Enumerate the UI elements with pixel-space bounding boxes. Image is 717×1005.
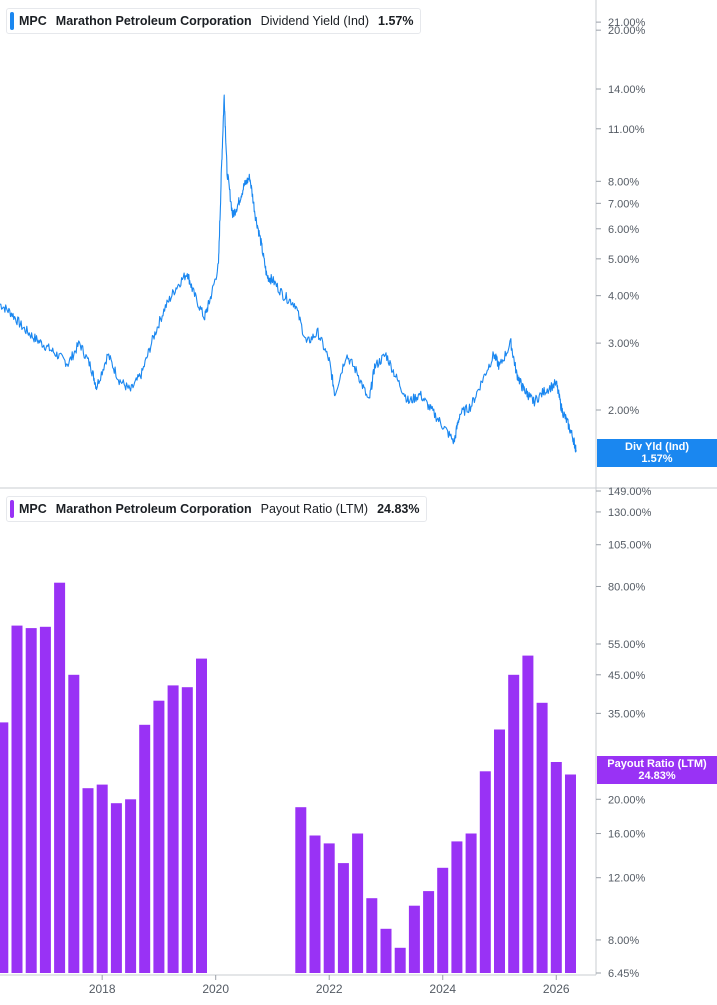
payout-ratio-bar[interactable]: [153, 700, 165, 973]
payout-ratio-bar[interactable]: [167, 685, 179, 973]
yield-tick-label: 5.00%: [608, 254, 639, 266]
payout-ratio-bar[interactable]: [451, 841, 463, 973]
payout-tick-label: 130.00%: [608, 507, 652, 519]
payout-ratio-bar[interactable]: [295, 807, 307, 973]
payout-ratio-bar[interactable]: [139, 724, 151, 973]
top-legend-company: Marathon Petroleum Corporation: [55, 14, 252, 28]
x-tick-label: 2022: [316, 982, 343, 996]
payout-tick-label: 12.00%: [608, 873, 646, 885]
yield-tick-label: 6.00%: [608, 224, 639, 236]
payout-tick-label: 55.00%: [608, 639, 646, 651]
payout-ratio-bar[interactable]: [125, 799, 137, 973]
bottom-legend-swatch: [10, 500, 14, 518]
top-value-badge: Div Yld (Ind) 1.57%: [597, 439, 717, 467]
payout-ratio-plot[interactable]: [0, 582, 576, 974]
payout-ratio-bar[interactable]: [11, 625, 23, 973]
bottom-badge-label: Payout Ratio (LTM): [607, 758, 707, 770]
payout-ratio-bar[interactable]: [437, 867, 449, 973]
payout-ratio-axis: 6.45% 8.00% 12.00% 16.00% 20.00% 35.00% 45.00%…: [596, 486, 652, 980]
top-badge-label: Div Yld (Ind): [625, 441, 689, 453]
dividend-yield-axis: 2.00% 3.00% 4.00% 5.00% 6.00% 7.00% 8.00% 11.00…: [596, 17, 646, 417]
payout-ratio-bar[interactable]: [565, 774, 576, 974]
yield-tick-label: 21.00%: [608, 17, 646, 29]
payout-ratio-bar[interactable]: [352, 833, 364, 974]
payout-ratio-bar[interactable]: [181, 687, 193, 973]
yield-tick-label: 2.00%: [608, 405, 639, 417]
payout-ratio-bar[interactable]: [550, 762, 562, 973]
yield-tick-label: 8.00%: [608, 176, 639, 188]
payout-tick-label: 80.00%: [608, 581, 646, 593]
payout-ratio-bar[interactable]: [39, 626, 51, 973]
bottom-legend-ticker: MPC: [19, 502, 47, 516]
payout-ratio-bar[interactable]: [337, 863, 349, 973]
bottom-badge-value: 24.83%: [638, 770, 676, 782]
payout-ratio-bar[interactable]: [54, 582, 66, 973]
payout-ratio-bar[interactable]: [96, 784, 108, 973]
payout-ratio-bar[interactable]: [25, 628, 37, 973]
payout-ratio-bar[interactable]: [522, 655, 534, 973]
top-legend-ticker: MPC: [19, 14, 47, 28]
yield-tick-label: 11.00%: [608, 124, 645, 136]
payout-ratio-bar[interactable]: [110, 803, 122, 973]
bottom-legend-value: 24.83%: [377, 502, 420, 516]
grid-layer: [0, 0, 717, 976]
bottom-legend[interactable]: MPC Marathon Petroleum Corporation Payou…: [6, 496, 428, 522]
payout-ratio-bar[interactable]: [0, 722, 9, 973]
top-legend-value: 1.57%: [378, 14, 414, 28]
top-badge-value: 1.57%: [641, 453, 673, 465]
payout-tick-label: 35.00%: [608, 708, 646, 720]
payout-tick-label: 8.00%: [608, 935, 639, 947]
yield-tick-label: 7.00%: [608, 198, 639, 210]
payout-ratio-bar[interactable]: [366, 898, 378, 973]
top-legend-swatch: [10, 12, 14, 30]
x-tick-label: 2020: [202, 982, 229, 996]
yield-tick-label: 14.00%: [608, 84, 646, 96]
dividend-yield-plot[interactable]: [0, 94, 577, 453]
x-tick-label: 2026: [543, 982, 570, 996]
payout-ratio-bar[interactable]: [508, 674, 520, 973]
payout-ratio-bar[interactable]: [479, 771, 491, 973]
dividend-yield-series-line[interactable]: [0, 94, 577, 453]
payout-tick-label: 105.00%: [608, 540, 652, 552]
payout-tick-label: 20.00%: [608, 794, 646, 806]
payout-ratio-bar[interactable]: [408, 905, 420, 973]
payout-ratio-bar[interactable]: [494, 729, 505, 974]
yield-tick-label: 20.00%: [608, 25, 646, 37]
payout-ratio-bar[interactable]: [323, 843, 335, 973]
payout-ratio-bar[interactable]: [68, 674, 80, 973]
yield-tick-label: 4.00%: [608, 291, 639, 303]
yield-tick-label: 3.00%: [608, 338, 639, 350]
payout-tick-label: 16.00%: [608, 829, 646, 841]
top-legend[interactable]: MPC Marathon Petroleum Corporation Divid…: [6, 8, 422, 34]
payout-tick-label: 6.45%: [608, 968, 639, 980]
bottom-value-badge: Payout Ratio (LTM) 24.83%: [597, 756, 717, 784]
payout-ratio-bar[interactable]: [465, 833, 477, 974]
x-tick-label: 2018: [89, 982, 116, 996]
payout-tick-label: 149.00%: [608, 486, 652, 498]
x-axis: 2018 2020 2022 2024 2026: [89, 975, 570, 996]
payout-ratio-bar[interactable]: [380, 928, 392, 973]
payout-ratio-bar[interactable]: [536, 702, 548, 973]
payout-ratio-bar[interactable]: [423, 891, 435, 973]
payout-ratio-bar[interactable]: [394, 947, 406, 973]
payout-ratio-bar[interactable]: [309, 835, 321, 974]
bottom-legend-company: Marathon Petroleum Corporation: [55, 502, 252, 516]
bottom-legend-metric: Payout Ratio (LTM): [260, 502, 369, 516]
payout-ratio-bar[interactable]: [82, 788, 94, 973]
top-legend-metric: Dividend Yield (Ind): [260, 14, 370, 28]
x-tick-label: 2024: [429, 982, 456, 996]
payout-ratio-bar[interactable]: [196, 658, 207, 973]
payout-tick-label: 45.00%: [608, 670, 646, 682]
